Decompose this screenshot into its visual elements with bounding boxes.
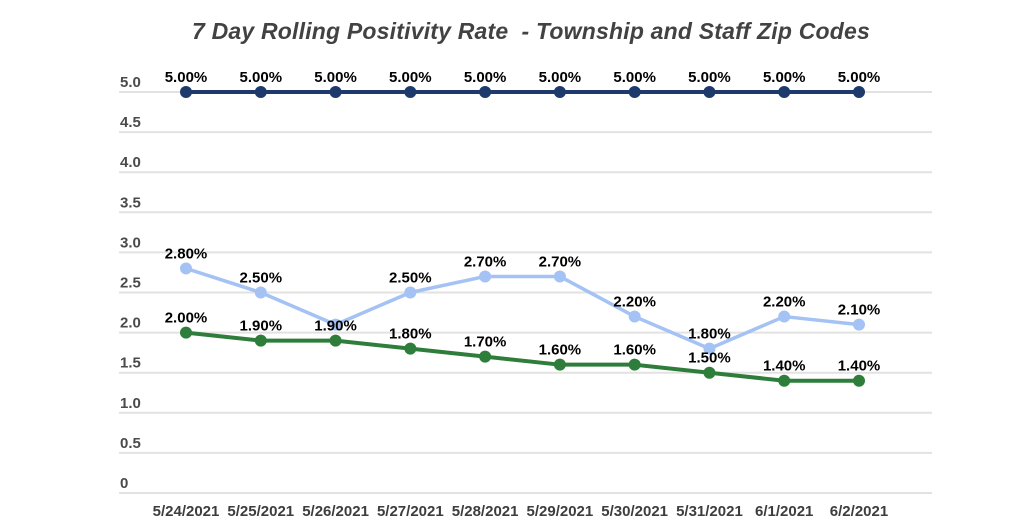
x-axis-date-label: 5/30/2021 xyxy=(601,503,668,520)
data-point-staff-zip-codes xyxy=(553,358,566,371)
y-axis-tick-label: 2.5 xyxy=(120,275,141,292)
data-point-threshold-5-percent xyxy=(254,86,267,98)
data-point-staff-zip-codes xyxy=(479,350,492,363)
y-axis-tick-label: 1.0 xyxy=(120,395,141,412)
data-point-staff-zip-codes xyxy=(180,326,192,339)
data-label-staff-zip-codes: 1.60% xyxy=(613,342,656,359)
data-label-threshold-5-percent: 5.00% xyxy=(838,69,881,86)
data-point-threshold-5-percent xyxy=(553,86,566,98)
data-label-staff-zip-codes: 1.70% xyxy=(464,334,507,351)
y-axis-tick-label: 0 xyxy=(120,475,128,492)
data-point-threshold-5-percent xyxy=(180,86,192,98)
data-label-staff-zip-codes: 1.80% xyxy=(389,326,432,343)
data-label-staff-zip-codes: 2.00% xyxy=(165,310,208,327)
data-label-township-zip-codes: 2.20% xyxy=(763,294,806,311)
data-point-township-zip-codes xyxy=(703,342,716,355)
data-label-threshold-5-percent: 5.00% xyxy=(240,69,283,86)
data-point-threshold-5-percent xyxy=(329,86,342,98)
data-label-threshold-5-percent: 5.00% xyxy=(763,69,806,86)
data-label-threshold-5-percent: 5.00% xyxy=(464,69,507,86)
data-label-township-zip-codes: 2.50% xyxy=(389,270,432,287)
x-axis-date-label: 5/27/2021 xyxy=(377,503,444,520)
y-axis-tick-label: 1.5 xyxy=(120,355,141,372)
data-label-threshold-5-percent: 5.00% xyxy=(165,69,208,86)
data-label-staff-zip-codes: 1.90% xyxy=(240,318,283,335)
data-point-staff-zip-codes xyxy=(778,374,791,387)
data-label-township-zip-codes: 1.80% xyxy=(688,326,731,343)
data-label-staff-zip-codes: 1.50% xyxy=(688,350,731,367)
data-label-staff-zip-codes: 1.40% xyxy=(763,358,806,375)
data-point-threshold-5-percent xyxy=(778,86,791,98)
y-axis-tick-label: 4.0 xyxy=(120,154,141,171)
data-label-township-zip-codes: 2.50% xyxy=(240,270,283,287)
data-point-township-zip-codes xyxy=(180,262,192,275)
data-label-township-zip-codes: 2.70% xyxy=(464,253,507,270)
data-point-staff-zip-codes xyxy=(404,342,417,355)
data-label-staff-zip-codes: 1.90% xyxy=(314,318,357,335)
data-point-threshold-5-percent xyxy=(628,86,641,98)
x-axis-date-label: 5/26/2021 xyxy=(302,503,369,520)
data-point-staff-zip-codes xyxy=(853,374,865,387)
chart-title: 7 Day Rolling Positivity Rate - Township… xyxy=(192,18,870,44)
x-axis-date-label: 5/25/2021 xyxy=(227,503,294,520)
data-label-township-zip-codes: 2.20% xyxy=(613,294,656,311)
y-axis-tick-label: 3.0 xyxy=(120,234,141,251)
x-axis-date-label: 5/29/2021 xyxy=(527,503,594,520)
y-axis-tick-label: 3.5 xyxy=(120,194,141,211)
data-point-staff-zip-codes xyxy=(329,334,342,347)
x-axis-date-label: 5/31/2021 xyxy=(676,503,743,520)
data-point-threshold-5-percent xyxy=(404,86,417,98)
data-point-staff-zip-codes xyxy=(254,334,267,347)
data-label-threshold-5-percent: 5.00% xyxy=(389,69,432,86)
series-line-township-zip-codes xyxy=(184,266,861,351)
data-label-staff-zip-codes: 1.40% xyxy=(838,358,881,375)
data-label-township-zip-codes: 2.10% xyxy=(838,302,881,319)
data-label-threshold-5-percent: 5.00% xyxy=(688,69,731,86)
data-point-staff-zip-codes xyxy=(628,358,641,371)
data-point-staff-zip-codes xyxy=(703,366,716,379)
data-point-township-zip-codes xyxy=(553,270,566,283)
x-axis-date-label: 5/28/2021 xyxy=(452,503,519,520)
data-label-staff-zip-codes: 1.60% xyxy=(539,342,582,359)
data-point-township-zip-codes xyxy=(329,318,342,331)
y-axis-tick-label: 5.0 xyxy=(120,74,141,91)
data-label-township-zip-codes: 2.80% xyxy=(165,245,208,262)
data-point-threshold-5-percent xyxy=(703,86,716,98)
data-point-township-zip-codes xyxy=(254,286,267,299)
data-label-threshold-5-percent: 5.00% xyxy=(539,69,582,86)
data-point-threshold-5-percent xyxy=(479,86,492,98)
data-label-threshold-5-percent: 5.00% xyxy=(314,69,357,86)
y-axis-tick-label: 0.5 xyxy=(120,435,141,452)
data-point-township-zip-codes xyxy=(628,310,641,323)
y-axis-tick-label: 4.5 xyxy=(120,114,141,131)
data-point-township-zip-codes xyxy=(479,270,492,283)
x-axis-date-label: 6/2/2021 xyxy=(830,503,888,520)
x-axis-date-label: 6/1/2021 xyxy=(755,503,813,520)
data-label-threshold-5-percent: 5.00% xyxy=(613,69,656,86)
data-point-township-zip-codes xyxy=(853,318,865,331)
data-point-township-zip-codes xyxy=(404,286,417,299)
y-axis-tick-label: 2.0 xyxy=(120,315,141,332)
x-axis-date-label: 5/24/2021 xyxy=(153,503,220,520)
data-point-township-zip-codes xyxy=(778,310,791,323)
data-label-township-zip-codes: 2.70% xyxy=(539,253,582,270)
series-line-staff-zip-codes xyxy=(184,330,861,383)
data-point-threshold-5-percent xyxy=(853,86,865,98)
